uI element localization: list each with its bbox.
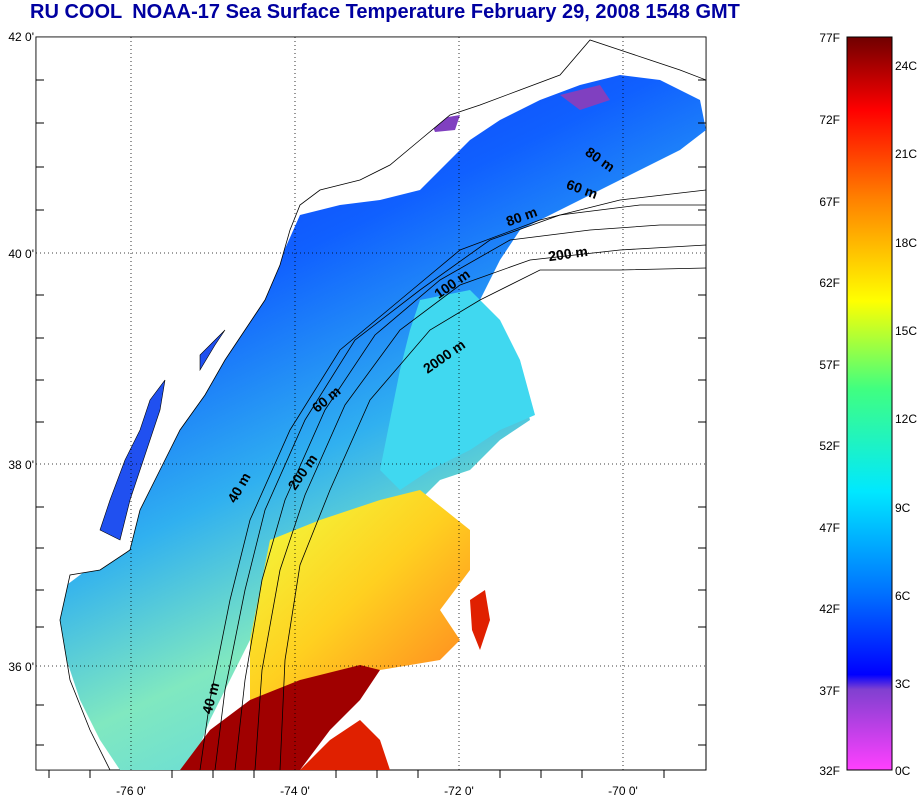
map-content: 80 m 60 m 80 m 200 m 100 m 2000 m 60 m 2… <box>36 37 706 770</box>
colorbar-label-47f: 47F <box>819 521 840 535</box>
colorbar-label-67f: 67F <box>819 195 840 209</box>
colorbar-label-21c: 21C <box>895 147 917 161</box>
colorbar-label-0c: 0C <box>895 764 911 778</box>
colorbar-label-77f: 77F <box>819 31 840 45</box>
axis-ticks <box>36 79 706 778</box>
sst-offshore-cyan <box>380 290 535 490</box>
contour-label-200m-north: 200 m <box>547 243 589 264</box>
sst-warm-gulfstream-region <box>250 490 470 700</box>
bathymetry-contours <box>199 189 706 770</box>
colorbar-label-6c: 6C <box>895 589 911 603</box>
lon-label-70: -70 0' <box>608 784 638 798</box>
lat-label-42: 42 0' <box>8 30 34 44</box>
colorbar-label-24c: 24C <box>895 59 917 73</box>
contour-label-40m-south: 40 m <box>199 681 223 716</box>
sst-cold-coastal-region <box>60 75 706 770</box>
sst-red-patches <box>300 590 490 770</box>
colorbar-label-37f: 37F <box>819 684 840 698</box>
title-source: RU COOL <box>30 1 123 23</box>
sst-hot-gulfstream-core <box>180 665 380 770</box>
lon-label-74: -74 0' <box>280 784 310 798</box>
colorbar-fahrenheit-labels: 77F 72F 67F 62F 57F 52F 47F 42F 37F 32F <box>819 31 840 778</box>
colorbar-label-12c: 12C <box>895 412 917 426</box>
colorbar <box>846 36 893 771</box>
colorbar-label-32f: 32F <box>819 764 840 778</box>
lat-label-36: 36 0' <box>8 660 34 674</box>
colorbar-label-62f: 62F <box>819 276 840 290</box>
title-description: NOAA-17 Sea Surface Temperature February… <box>132 1 740 23</box>
map-title: RU COOL NOAA-17 Sea Surface Temperature F… <box>30 1 740 24</box>
colorbar-label-57f: 57F <box>819 358 840 372</box>
colorbar-label-18c: 18C <box>895 236 917 250</box>
land-mass <box>36 37 706 770</box>
colorbar-label-9c: 9C <box>895 501 911 515</box>
colorbar-label-15c: 15C <box>895 324 917 338</box>
sst-purple-patches <box>430 85 610 132</box>
colorbar-label-72f: 72F <box>819 113 840 127</box>
chesapeake-bay <box>99 379 166 541</box>
colorbar-label-42f: 42F <box>819 602 840 616</box>
colorbar-label-3c: 3C <box>895 677 911 691</box>
delaware-bay <box>199 329 226 372</box>
colorbar-label-52f: 52F <box>819 439 840 453</box>
lat-label-38: 38 0' <box>8 458 34 472</box>
lon-label-76: -76 0' <box>116 784 146 798</box>
lat-label-40: 40 0' <box>8 247 34 261</box>
colorbar-celsius-labels: 24C 21C 18C 15C 12C 9C 6C 3C 0C <box>895 59 917 778</box>
lon-label-72: -72 0' <box>444 784 474 798</box>
